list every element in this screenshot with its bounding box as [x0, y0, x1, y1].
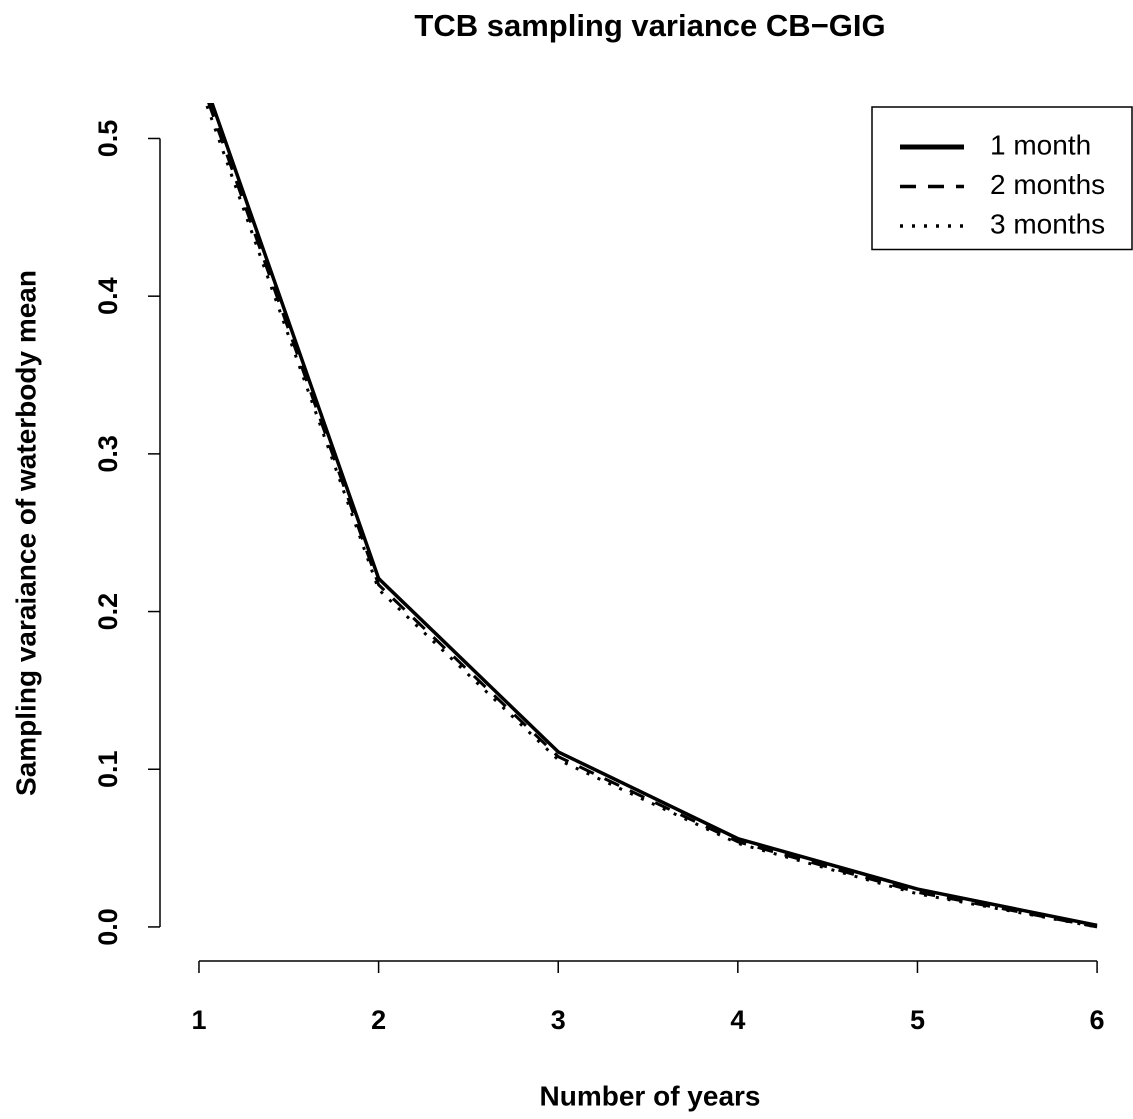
x-tick-label: 5	[910, 1005, 925, 1035]
x-tick-label: 1	[191, 1005, 206, 1035]
line-series	[210, 103, 1098, 928]
y-tick-label: 0.5	[93, 120, 123, 158]
line-series	[207, 103, 1098, 929]
plot-area	[204, 103, 1098, 929]
y-tick-label: 0.4	[93, 277, 123, 315]
x-tick-label: 4	[730, 1005, 745, 1035]
y-axis-label: Sampling varaiance of waterbody mean	[10, 270, 41, 796]
x-axis-label: Number of years	[540, 1080, 761, 1111]
legend-label: 3 months	[990, 208, 1105, 239]
chart-title: TCB sampling variance CB−GIG	[414, 8, 885, 43]
y-tick-label: 0.1	[93, 750, 123, 788]
x-tick-label: 3	[551, 1005, 566, 1035]
legend-label: 2 months	[990, 169, 1105, 200]
x-tick-label: 6	[1090, 1005, 1105, 1035]
legend-label: 1 month	[990, 129, 1091, 160]
y-tick-label: 0.2	[93, 593, 123, 631]
legend-box	[871, 106, 1133, 251]
y-tick-label: 0.3	[93, 435, 123, 473]
y-tick-label: 0.0	[93, 908, 123, 946]
x-tick-label: 2	[371, 1005, 386, 1035]
